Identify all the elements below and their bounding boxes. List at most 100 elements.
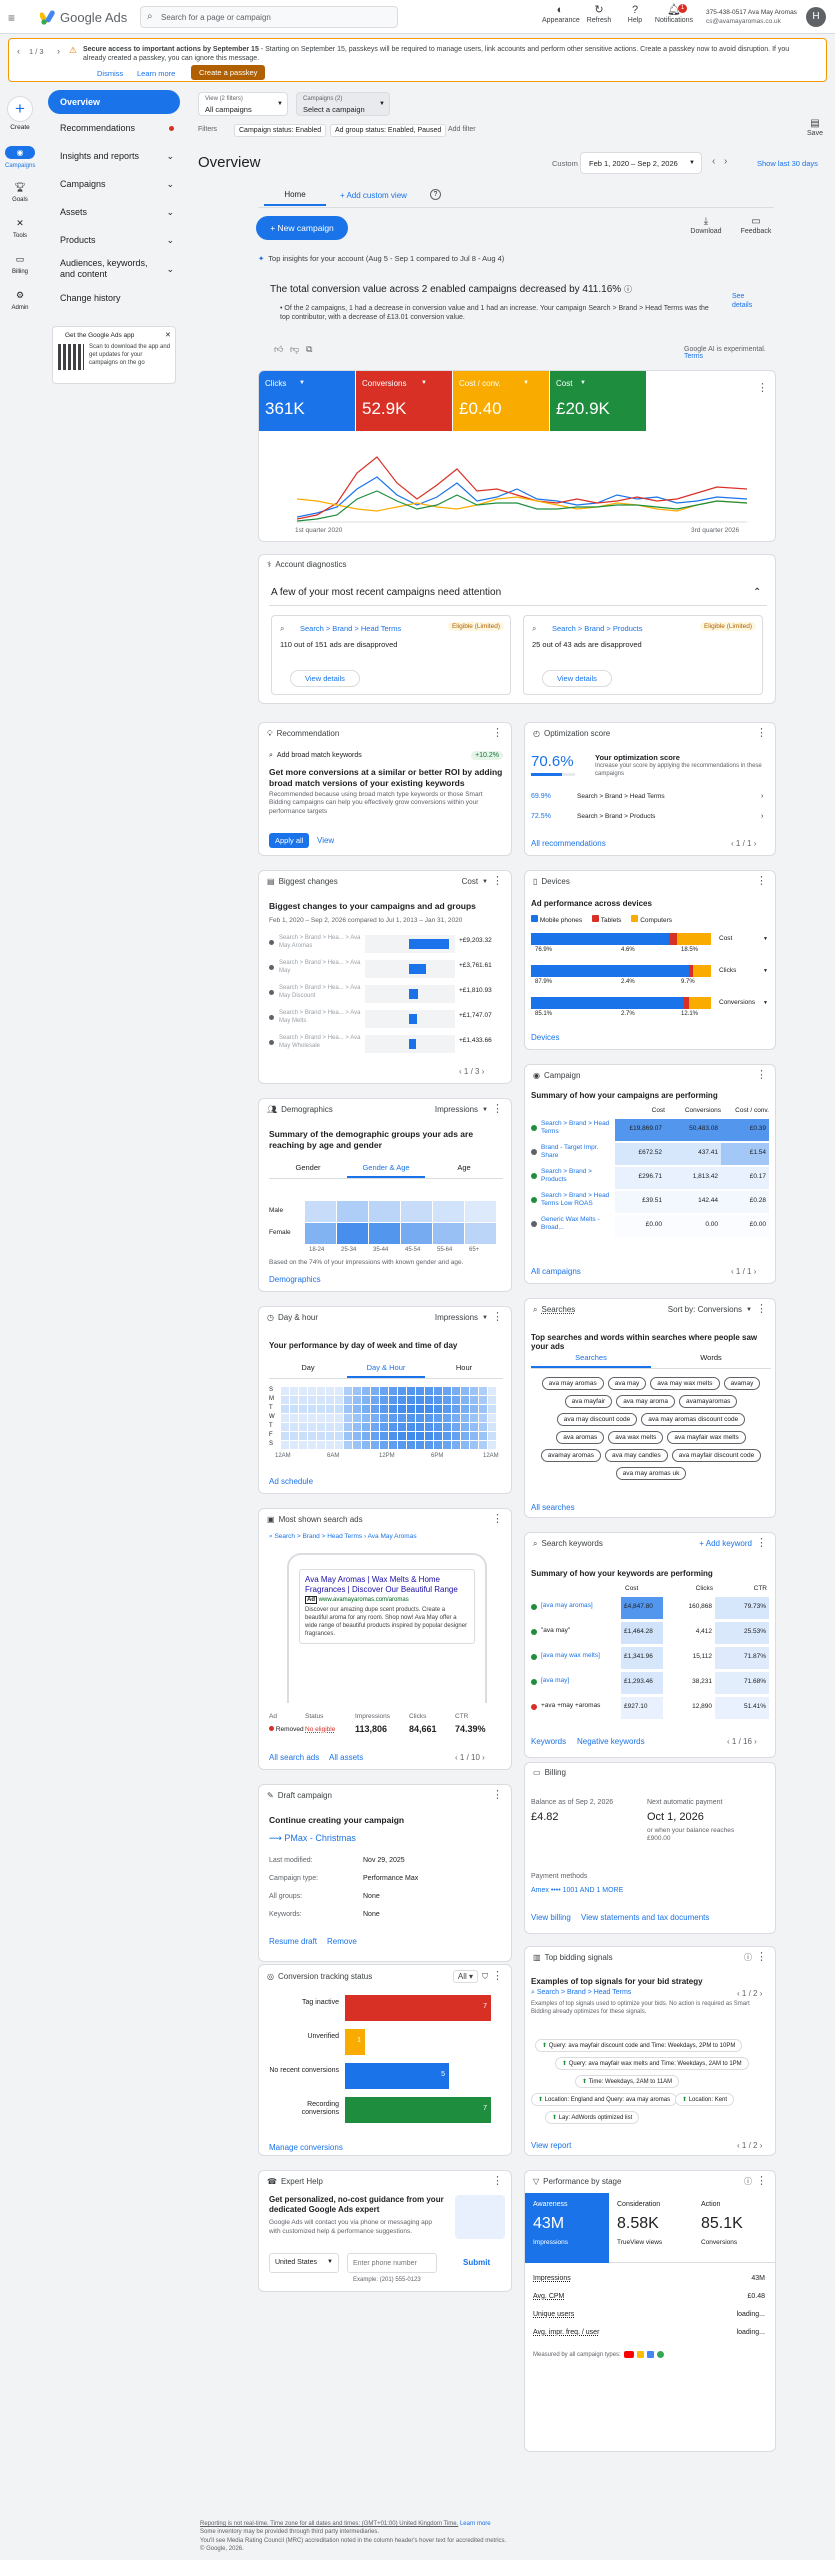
keyword-text[interactable]: [ava may]: [541, 1677, 570, 1684]
more-icon[interactable]: ⋮: [492, 1513, 503, 1525]
campaign-pager[interactable]: ‹ 1 / 1 ›: [731, 1267, 757, 1276]
all-recommendations-link[interactable]: All recommendations: [531, 839, 606, 848]
search-term-chip[interactable]: ava may candles: [604, 1449, 668, 1462]
keywords-pager[interactable]: ‹ 1 / 16 ›: [727, 1737, 757, 1746]
next-icon[interactable]: ›: [57, 46, 60, 56]
search-term-chip[interactable]: ava may discount code: [556, 1413, 638, 1426]
prev-icon[interactable]: ‹: [17, 46, 20, 56]
sidebar-change-history[interactable]: Change history: [60, 293, 121, 303]
more-icon[interactable]: ⋮: [492, 875, 503, 887]
create-passkey-button[interactable]: Create a passkey: [191, 65, 266, 80]
help-circle-icon[interactable]: ⓘ: [744, 1953, 752, 1962]
statements-link[interactable]: View statements and tax documents: [581, 1913, 710, 1922]
search-term-chip[interactable]: avamay: [723, 1377, 761, 1390]
campaign-row-name[interactable]: Brand - Target Impr. Share: [541, 1144, 599, 1160]
sidebar-recommendations[interactable]: Recommendations: [48, 114, 180, 142]
rail-campaigns[interactable]: ◉ Campaigns: [5, 146, 36, 169]
campaign-row-name[interactable]: Search > Brand > Products: [541, 1168, 592, 1184]
view-billing-link[interactable]: View billing: [531, 1913, 571, 1922]
search-term-chip[interactable]: ava may aromas discount code: [641, 1413, 746, 1426]
banner-dismiss[interactable]: Dismiss: [97, 69, 124, 78]
more-icon[interactable]: ⋮: [756, 1303, 767, 1315]
sidebar-audiences[interactable]: Audiences, keywords, and content ⌄: [60, 258, 174, 279]
signals-campaign[interactable]: ⌕ Search > Brand > Head Terms: [531, 1989, 632, 1996]
more-icon[interactable]: ⋮: [492, 1103, 503, 1115]
help-circle-icon[interactable]: ⓘ: [744, 2177, 752, 2186]
country-select[interactable]: United States ▼: [269, 2253, 339, 2273]
tab-home[interactable]: Home: [264, 186, 326, 206]
stage-column-2[interactable]: Action 85.1K Conversions: [693, 2193, 775, 2263]
view-selector[interactable]: View (2 filters) All campaigns ▼: [198, 92, 288, 116]
rail-admin[interactable]: ⚙ Admin: [5, 290, 35, 311]
add-keyword-button[interactable]: + Add keyword: [699, 1539, 752, 1548]
device-metric[interactable]: Conversions: [719, 999, 756, 1006]
signals-pager-top[interactable]: ‹ 1 / 2 ›: [737, 1989, 763, 1998]
search-term-chip[interactable]: ava may aroma: [616, 1395, 675, 1408]
opt-row-name[interactable]: Search > Brand > Head Terms: [577, 793, 665, 800]
keyword-text[interactable]: [ava may aromas]: [541, 1602, 593, 1609]
sidebar-assets[interactable]: Assets ⌄: [60, 206, 174, 218]
close-icon[interactable]: ✕: [165, 332, 171, 339]
view-details-button[interactable]: View details: [290, 670, 360, 687]
opt-pager[interactable]: ‹ 1 / 1 ›: [731, 839, 757, 848]
filter-chip-adgroup[interactable]: Ad group status: Enabled, Paused: [330, 124, 447, 137]
menu-icon[interactable]: ≡: [8, 11, 16, 25]
apply-all-button[interactable]: Apply all: [269, 833, 310, 848]
biggest-row-name[interactable]: Search > Brand > Hea... > Ava May: [279, 960, 361, 974]
all-campaigns-link[interactable]: All campaigns: [531, 1267, 581, 1276]
campaign-row-name[interactable]: Search > Brand > Head Terms Low ROAS: [541, 1192, 610, 1208]
create-button[interactable]: +: [7, 96, 33, 122]
filter-icon[interactable]: ⛉: [482, 1971, 488, 1981]
biggest-pager[interactable]: ‹ 1 / 3 ›: [459, 1067, 485, 1076]
sidebar-insights[interactable]: Insights and reports ⌄: [60, 150, 174, 162]
ads-pager[interactable]: ‹ 1 / 10 ›: [455, 1753, 485, 1762]
view-details-button[interactable]: View details: [542, 670, 612, 687]
metric-tile-0[interactable]: Clicks ▼ 361K: [259, 371, 355, 431]
stage-column-1[interactable]: Consideration 8.58K TrueView views: [609, 2193, 693, 2263]
all-searches-link[interactable]: All searches: [531, 1503, 575, 1512]
stage-column-0[interactable]: Awareness 43M Impressions: [525, 2193, 609, 2263]
more-icon[interactable]: ⋮: [756, 1951, 767, 1963]
remove-draft-link[interactable]: Remove: [327, 1937, 357, 1946]
draft-name[interactable]: ⟿ PMax - Christmas: [269, 1833, 356, 1843]
tab-words[interactable]: Words: [700, 1353, 722, 1362]
more-icon[interactable]: ⋮: [756, 1537, 767, 1549]
add-filter[interactable]: Add filter: [448, 126, 476, 133]
device-metric[interactable]: Clicks: [719, 967, 737, 974]
payment-method[interactable]: Amex •••• 1001 AND 1 MORE: [531, 1887, 624, 1894]
biggest-filter[interactable]: Cost: [461, 877, 479, 886]
devices-link[interactable]: Devices: [531, 1033, 560, 1042]
collapse-icon[interactable]: ⌃: [753, 587, 762, 598]
negative-keywords-link[interactable]: Negative keywords: [577, 1737, 645, 1746]
avatar[interactable]: H: [806, 7, 826, 27]
more-icon[interactable]: ⋮: [756, 2175, 767, 2187]
rail-tools[interactable]: ✕ Tools: [5, 218, 35, 239]
ad-schedule-link[interactable]: Ad schedule: [269, 1477, 314, 1486]
more-icon[interactable]: ⋮: [492, 727, 503, 739]
download-button[interactable]: ⤓ Download: [690, 216, 722, 235]
search-term-chip[interactable]: ava mayfair discount code: [671, 1449, 762, 1462]
copy-icon[interactable]: ⧉: [306, 344, 313, 354]
metric-tile-3[interactable]: Cost ▼ £20.9K: [550, 371, 646, 431]
sidebar-campaigns[interactable]: Campaigns ⌄: [60, 178, 174, 190]
demographics-link[interactable]: Demographics: [269, 1275, 321, 1284]
search-term-chip[interactable]: ava mayfair wax melts: [667, 1431, 746, 1444]
all-search-ads-link[interactable]: All search ads: [269, 1753, 320, 1762]
more-icon[interactable]: ⋮: [492, 1789, 503, 1801]
diag-campaign-name[interactable]: Search > Brand > Head Terms: [300, 624, 402, 633]
add-custom-view[interactable]: + Add custom view: [340, 191, 407, 200]
device-metric[interactable]: Cost: [719, 935, 733, 942]
submit-button[interactable]: Submit: [463, 2258, 491, 2267]
view-reco-link[interactable]: View: [317, 836, 335, 845]
rail-billing[interactable]: ▭ Billing: [5, 254, 35, 275]
search-term-chip[interactable]: ava may aromas uk: [615, 1467, 687, 1480]
see-details-link[interactable]: See details: [732, 293, 753, 310]
more-icon[interactable]: ⋮: [492, 2175, 503, 2187]
prev-period-icon[interactable]: ‹: [712, 156, 716, 167]
campaign-row-name[interactable]: Search > Brand > Head Terms: [541, 1120, 610, 1136]
diag-campaign-name[interactable]: Search > Brand > Products: [552, 624, 643, 633]
search-term-chip[interactable]: ava mayfair: [564, 1395, 613, 1408]
tab-gender-age[interactable]: Gender & Age: [347, 1163, 425, 1178]
more-icon[interactable]: ⋮: [757, 382, 768, 394]
banner-learn-more[interactable]: Learn more: [137, 69, 176, 78]
